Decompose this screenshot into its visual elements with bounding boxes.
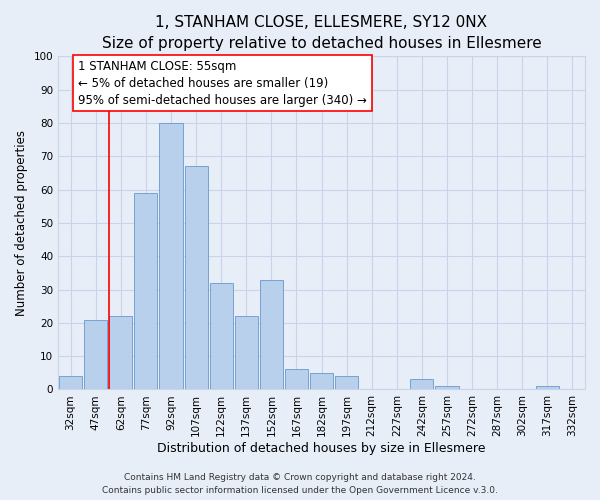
Bar — [109, 316, 133, 390]
Y-axis label: Number of detached properties: Number of detached properties — [15, 130, 28, 316]
Bar — [285, 370, 308, 390]
Bar — [436, 386, 458, 390]
Text: Contains HM Land Registry data © Crown copyright and database right 2024.
Contai: Contains HM Land Registry data © Crown c… — [102, 474, 498, 495]
Bar — [335, 376, 358, 390]
Bar — [84, 320, 107, 390]
Bar — [209, 283, 233, 390]
Bar — [185, 166, 208, 390]
Bar — [134, 193, 157, 390]
Text: 1 STANHAM CLOSE: 55sqm
← 5% of detached houses are smaller (19)
95% of semi-deta: 1 STANHAM CLOSE: 55sqm ← 5% of detached … — [78, 60, 367, 106]
Bar — [536, 386, 559, 390]
Bar — [260, 280, 283, 390]
Bar — [310, 373, 333, 390]
Bar — [235, 316, 258, 390]
Bar — [160, 123, 182, 390]
Title: 1, STANHAM CLOSE, ELLESMERE, SY12 0NX
Size of property relative to detached hous: 1, STANHAM CLOSE, ELLESMERE, SY12 0NX Si… — [101, 15, 541, 51]
X-axis label: Distribution of detached houses by size in Ellesmere: Distribution of detached houses by size … — [157, 442, 486, 455]
Bar — [59, 376, 82, 390]
Bar — [410, 380, 433, 390]
